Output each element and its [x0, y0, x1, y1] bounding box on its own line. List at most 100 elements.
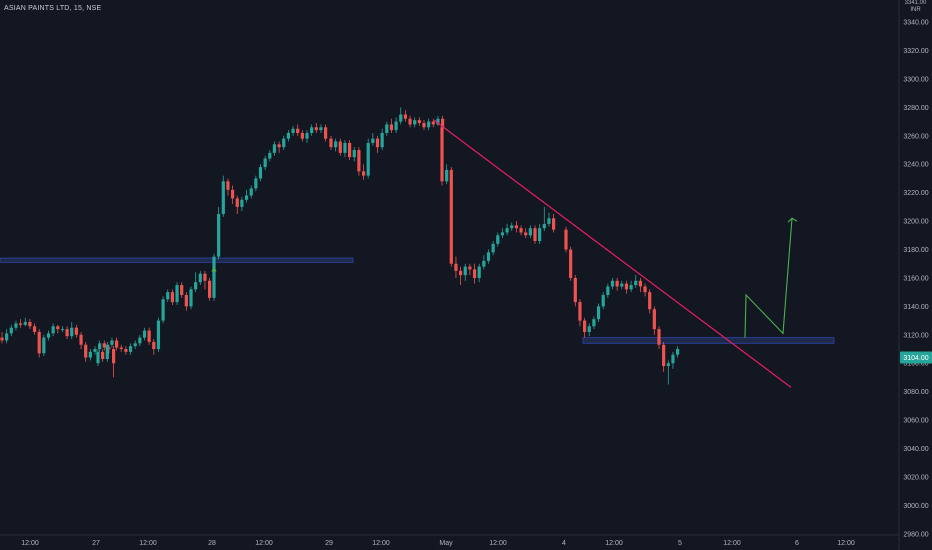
candle	[0, 337, 4, 341]
x-tick-label: 12:00	[372, 540, 390, 547]
candle	[46, 333, 51, 338]
candle	[128, 346, 133, 352]
candle	[491, 243, 495, 253]
candle	[254, 178, 258, 189]
candle	[226, 181, 230, 190]
candle	[417, 120, 421, 124]
candle	[184, 295, 188, 307]
candle	[583, 320, 587, 332]
candle	[578, 302, 582, 321]
candle	[240, 199, 244, 207]
x-tick-label: 12:00	[139, 540, 157, 547]
candle	[235, 198, 239, 207]
candle	[277, 144, 281, 148]
candle	[634, 280, 638, 286]
x-tick-label: 29	[325, 540, 333, 547]
candle	[394, 121, 398, 131]
candle	[468, 266, 472, 270]
candle	[422, 123, 426, 128]
candle	[14, 323, 18, 328]
signal-marker	[211, 266, 217, 272]
candle	[629, 285, 633, 290]
candle	[282, 138, 286, 148]
candle	[596, 306, 601, 320]
candle	[431, 121, 435, 125]
candle	[413, 120, 417, 125]
candle	[56, 326, 60, 330]
candle	[217, 213, 221, 257]
candle	[463, 266, 467, 276]
candle	[9, 327, 13, 334]
candle	[601, 295, 605, 307]
candle	[510, 225, 514, 229]
candle	[528, 228, 532, 236]
candle	[268, 152, 272, 159]
candle	[32, 326, 37, 332]
candle	[564, 229, 568, 250]
candle	[587, 326, 591, 332]
candle	[258, 167, 263, 179]
candle	[524, 232, 528, 236]
y-tick-label: 3100.00	[903, 361, 928, 368]
candle	[538, 228, 542, 241]
candle	[514, 225, 518, 229]
candle	[291, 128, 295, 133]
x-tick-label: 4	[562, 540, 566, 547]
candle	[5, 333, 9, 341]
candle	[519, 228, 523, 233]
y-tick-label: 3020.00	[903, 474, 928, 481]
candle	[552, 218, 556, 230]
candle	[620, 283, 624, 287]
candle	[505, 228, 509, 233]
x-tick-label: May	[439, 540, 453, 547]
y-tick-label: 3000.00	[903, 503, 928, 510]
candle	[65, 329, 69, 337]
candle	[348, 142, 352, 158]
candle	[93, 349, 97, 352]
candle	[403, 114, 407, 119]
candle	[296, 128, 300, 133]
candle	[643, 286, 647, 293]
candle	[198, 273, 202, 283]
candle	[441, 118, 445, 128]
x-tick-label: 12:00	[21, 540, 39, 547]
candle	[496, 235, 500, 244]
candle	[606, 286, 610, 296]
axis-top-price: 3341.00	[904, 0, 927, 6]
candle	[500, 232, 505, 236]
candle	[319, 127, 323, 131]
candle	[98, 343, 102, 350]
candle	[156, 320, 161, 350]
y-tick-label: 3120.00	[903, 332, 928, 339]
candle	[112, 349, 116, 364]
candle	[212, 256, 216, 298]
y-tick-label: 3200.00	[903, 219, 928, 226]
candle	[105, 344, 109, 359]
candle	[399, 114, 403, 122]
candle	[60, 329, 65, 331]
candle	[445, 169, 449, 182]
candle	[119, 347, 123, 350]
candle	[142, 330, 147, 338]
candle	[610, 280, 615, 287]
candle	[385, 124, 389, 133]
candle	[380, 132, 384, 148]
y-tick-label: 3300.00	[903, 76, 928, 83]
candle	[138, 337, 142, 344]
axis-unit: 3341.00 INR	[899, 0, 932, 14]
candle	[361, 171, 366, 176]
candle	[231, 189, 235, 199]
candle	[486, 252, 491, 261]
candle	[366, 142, 370, 176]
candle	[272, 144, 277, 153]
candle	[115, 340, 119, 348]
y-tick-label: 3220.00	[903, 190, 928, 197]
candle	[592, 319, 596, 327]
candle	[547, 218, 551, 224]
candle	[74, 327, 78, 335]
y-tick-label: 2980.00	[903, 531, 928, 538]
candle	[147, 330, 151, 342]
candle	[408, 118, 412, 125]
